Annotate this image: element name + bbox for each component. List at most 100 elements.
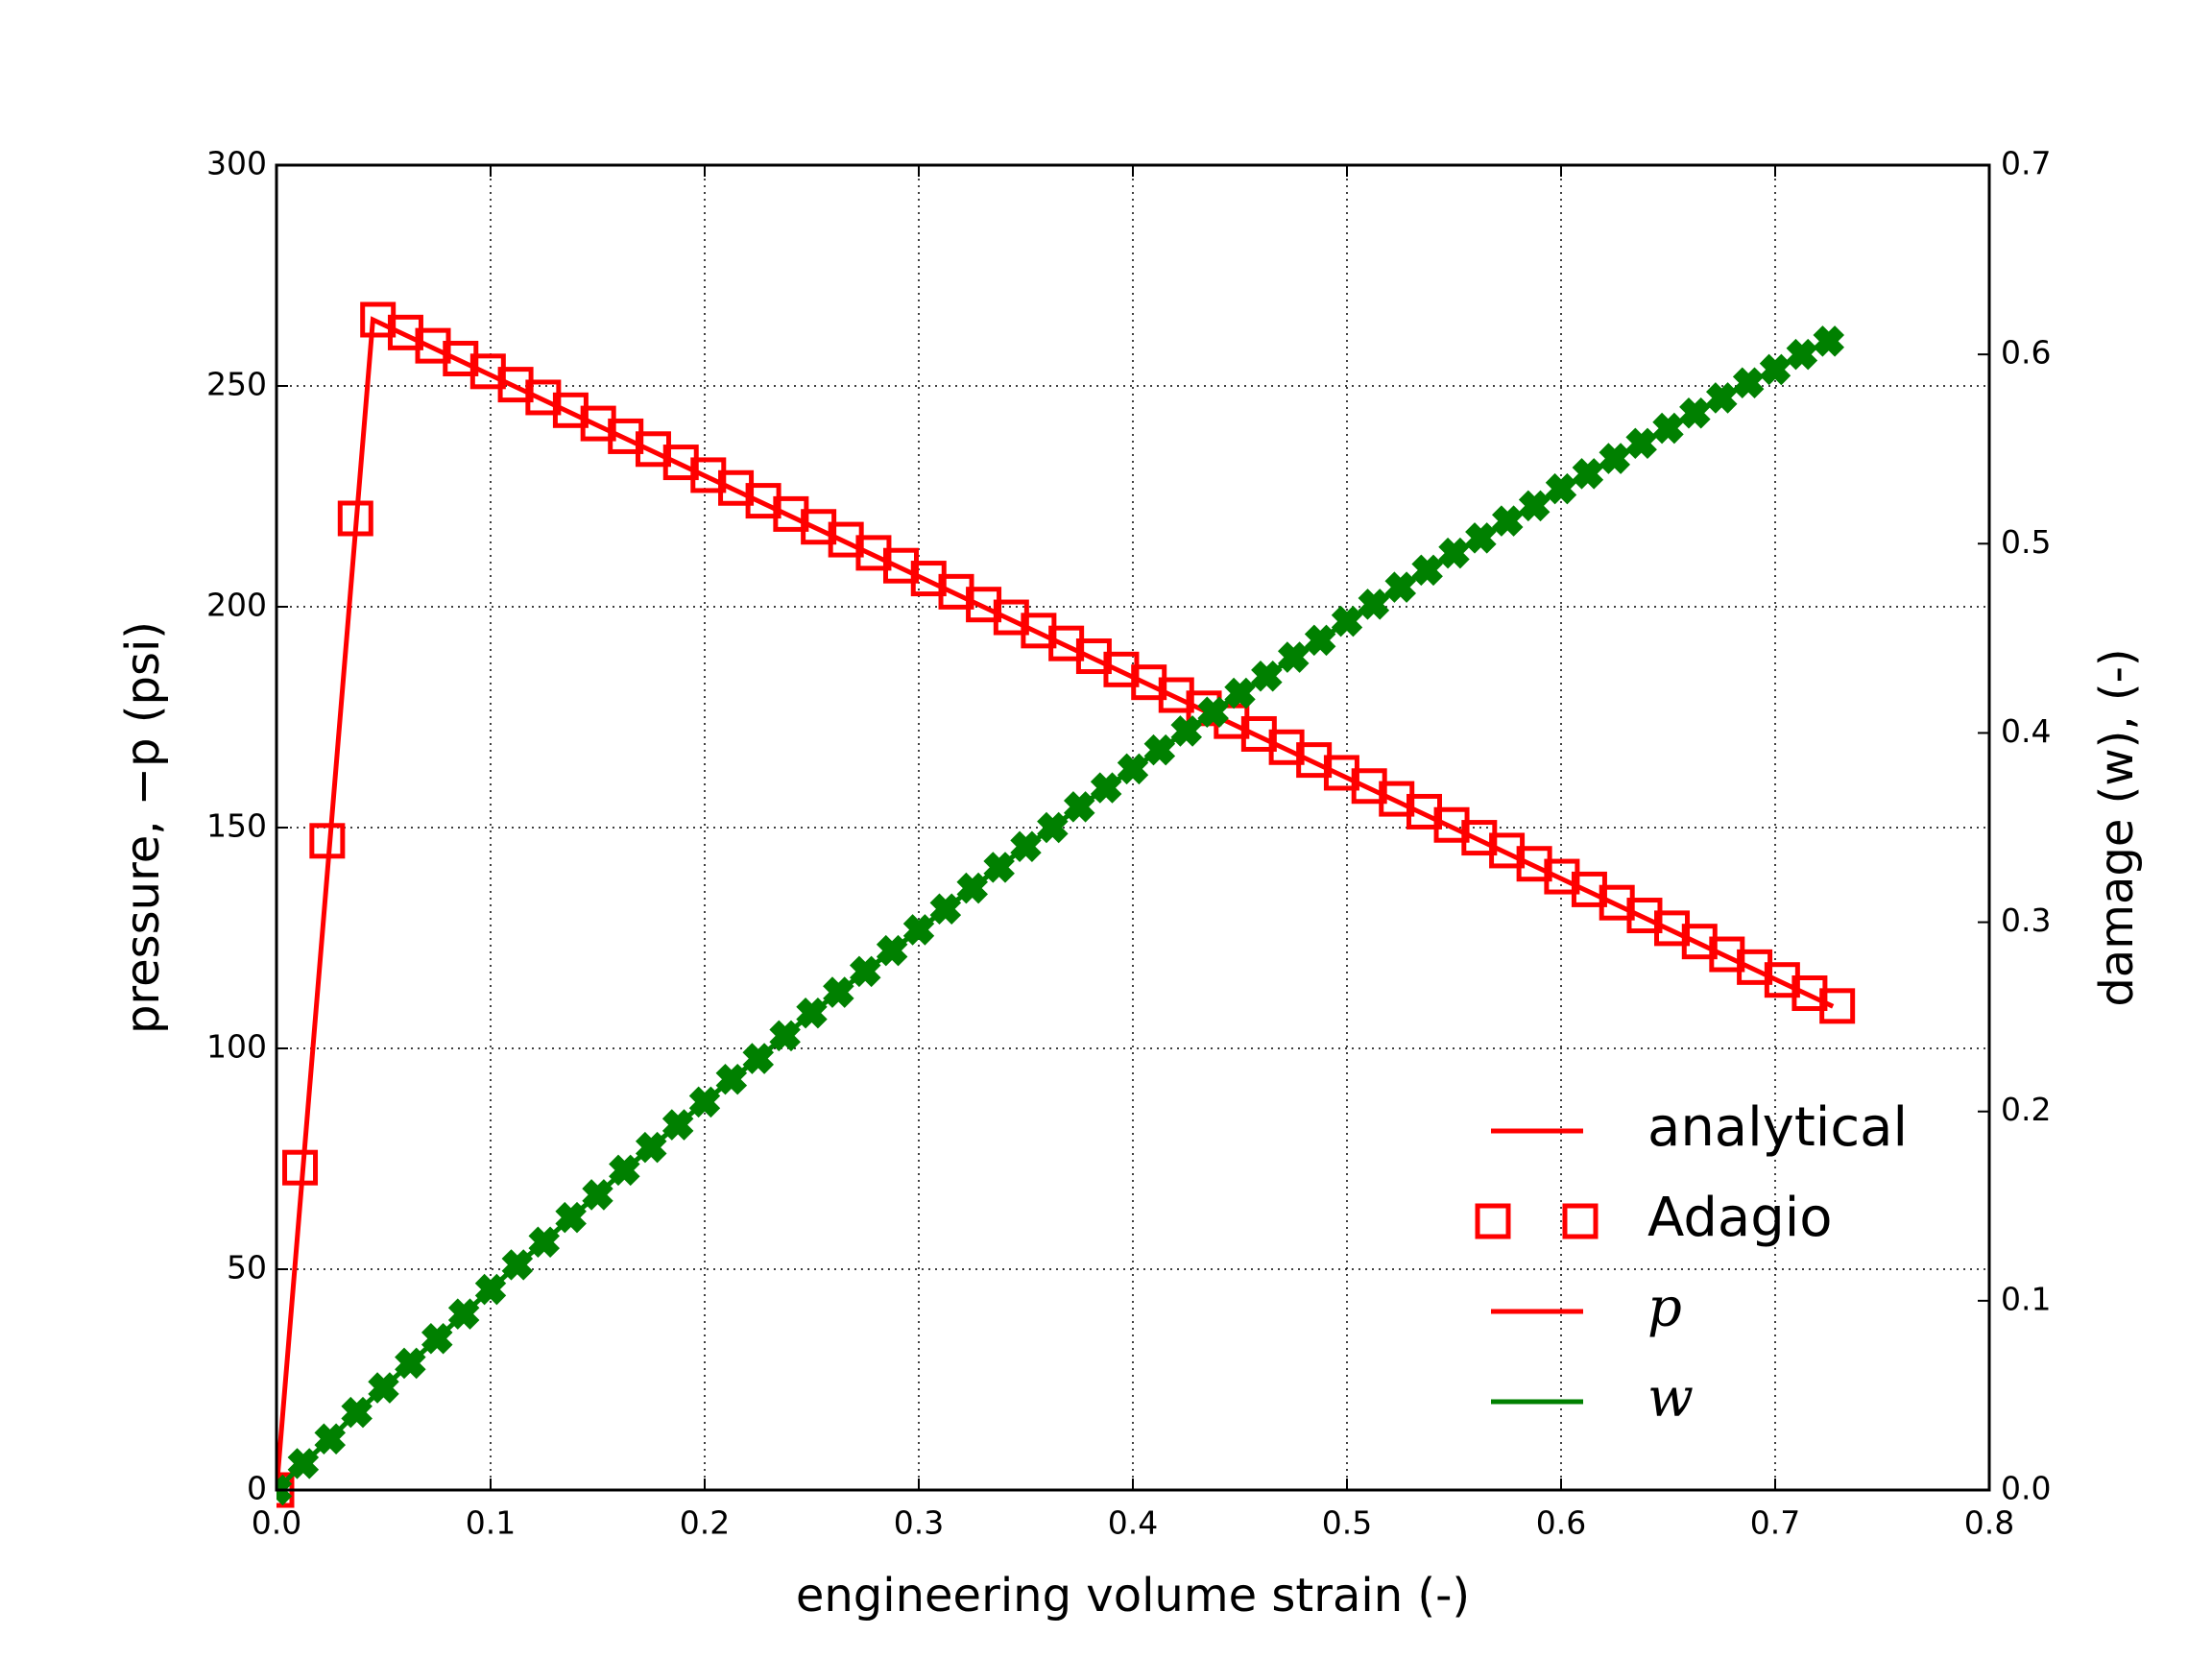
square-marker [1626,898,1663,934]
legend-marker [1562,1203,1599,1239]
star-marker [796,997,828,1029]
star-marker [474,1273,507,1306]
legend-label: w [1647,1367,1694,1430]
star-marker [609,1154,640,1187]
square-marker [1544,858,1580,895]
y-tick-label: 250 [206,366,267,403]
star-marker [1304,624,1336,657]
star-marker [929,893,962,926]
star-marker [1331,605,1363,637]
star-marker [635,1131,667,1164]
square-marker [1296,742,1333,779]
star-marker [1037,811,1069,844]
square-marker [360,301,397,338]
square-marker [855,535,892,571]
star-marker [742,1043,775,1074]
star-marker [1251,660,1283,692]
star-marker [555,1201,587,1234]
star-marker [314,1423,347,1455]
star-marker [661,1109,694,1141]
square-marker [938,573,974,610]
star-marker [1090,772,1122,804]
star-marker [1518,490,1551,522]
square-marker [1681,924,1718,960]
square-marker [718,469,755,506]
y-tick-label: 150 [206,807,267,845]
square-marker [882,547,919,584]
star-marker [1652,412,1684,445]
x-tick-label: 0.8 [1964,1504,2014,1542]
y-tick-label: 50 [227,1249,267,1286]
x-tick-label: 0.7 [1750,1504,1800,1542]
x-tick-label: 0.1 [466,1504,516,1542]
star-marker [1197,696,1229,729]
star-marker [849,955,881,988]
y-tick-label: 100 [206,1028,267,1066]
star-marker [956,872,989,904]
legend-label: Adagio [1647,1187,1833,1249]
y-tick-label: 200 [206,587,267,624]
y2-tick-label: 0.7 [2001,145,2051,182]
star-marker [983,852,1015,883]
y2-tick-label: 0.2 [2001,1091,2051,1128]
square-marker [1709,936,1745,973]
star-marker [715,1063,748,1095]
square-marker [337,500,373,537]
x-tick-label: 0.0 [252,1504,301,1542]
star-marker [688,1086,721,1118]
square-marker [1021,613,1057,649]
star-marker [582,1179,613,1211]
star-marker [1224,677,1256,709]
star-marker [287,1448,320,1479]
star-marker [1465,522,1497,554]
star-marker [1143,733,1176,766]
legend-label: analytical [1647,1096,1908,1159]
star-marker [1491,505,1524,537]
star-marker [341,1396,373,1429]
legend-label: p [1647,1277,1682,1339]
square-marker [690,457,727,493]
square-marker [1103,651,1140,687]
star-marker [501,1249,534,1281]
series-line [276,339,1830,1492]
star-marker [1572,458,1604,490]
star-marker [823,976,854,1008]
x-tick-label: 0.4 [1108,1504,1158,1542]
series-line [276,316,1835,1491]
y2-tick-label: 0.6 [2001,334,2051,372]
square-marker [801,509,837,545]
y-tick-label: 0 [247,1470,267,1507]
star-marker [1438,537,1470,569]
star-marker [1813,325,1845,357]
legend-marker [1475,1203,1511,1239]
square-marker [1737,949,1773,985]
square-marker [282,1149,319,1186]
square-marker [662,445,699,481]
y2-tick-label: 0.0 [2001,1470,2051,1507]
star-marker [1625,427,1657,460]
square-marker [966,587,1002,623]
star-marker [1384,571,1417,603]
y2-tick-label: 0.3 [2001,902,2051,939]
star-marker [447,1298,480,1330]
star-marker [1358,589,1390,620]
y2-tick-label: 0.1 [2001,1280,2051,1317]
square-marker [415,327,451,364]
star-marker [1411,554,1443,587]
y2-tick-label: 0.4 [2001,712,2051,750]
star-marker [1679,397,1711,429]
square-marker [1048,625,1085,661]
square-marker [1516,846,1552,882]
x-tick-label: 0.6 [1536,1504,1586,1542]
star-marker [1545,472,1577,505]
x-tick-label: 0.2 [680,1504,730,1542]
star-marker [1117,753,1149,785]
square-marker [309,823,346,859]
star-marker [769,1020,801,1052]
square-marker [443,340,479,376]
square-marker [1819,988,1856,1024]
star-marker [1732,367,1765,399]
square-marker [1268,729,1305,765]
star-marker [528,1226,561,1259]
square-marker [497,367,534,403]
